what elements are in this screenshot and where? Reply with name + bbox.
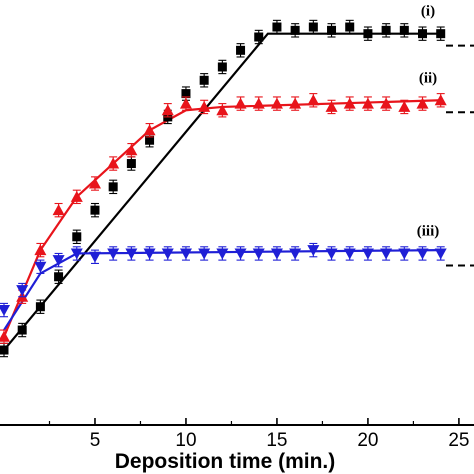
data-point — [126, 159, 136, 169]
x-tick-label: 15 — [266, 430, 287, 451]
data-point — [181, 89, 191, 99]
series-1: (i) — [0, 4, 474, 358]
data-point — [145, 135, 155, 145]
data-point — [0, 330, 10, 342]
data-point — [0, 305, 10, 317]
data-point — [70, 190, 83, 202]
x-tick-label: 5 — [90, 430, 101, 451]
series-label: (iii) — [417, 223, 440, 239]
data-point — [418, 29, 428, 39]
data-point — [198, 100, 211, 112]
data-point — [436, 29, 446, 39]
data-point — [234, 97, 247, 109]
data-point — [107, 157, 120, 169]
data-point — [143, 248, 156, 260]
data-point — [179, 248, 192, 260]
data-point — [88, 177, 101, 189]
data-point — [345, 22, 355, 32]
data-point — [254, 32, 264, 42]
data-point — [361, 97, 374, 109]
data-point — [35, 302, 45, 312]
data-point — [308, 22, 318, 32]
data-point — [179, 97, 192, 109]
data-point — [199, 75, 209, 85]
data-point — [108, 182, 118, 192]
data-point — [198, 248, 211, 260]
data-point — [34, 261, 47, 273]
data-point — [325, 100, 338, 112]
data-point — [343, 248, 356, 260]
x-tick-label: 25 — [448, 430, 469, 451]
fit-line-series-2 — [2, 99, 441, 338]
series-3: (iii) — [0, 223, 474, 318]
data-point — [16, 285, 29, 297]
data-point — [107, 248, 120, 260]
series-2: (ii) — [0, 70, 474, 344]
data-point — [398, 248, 411, 260]
data-point — [380, 97, 393, 109]
data-point — [272, 22, 282, 32]
data-point — [34, 244, 47, 256]
data-point — [216, 248, 229, 260]
data-point — [270, 248, 283, 260]
data-point — [416, 248, 429, 260]
x-tick-label: 20 — [357, 430, 378, 451]
plot-area: (i) (ii) (iii) — [0, 4, 474, 358]
data-point — [252, 248, 265, 260]
data-point — [307, 94, 320, 106]
data-point — [398, 100, 411, 112]
data-point — [434, 248, 447, 260]
data-point — [399, 25, 409, 35]
data-point — [290, 25, 300, 35]
x-tick-label: 10 — [175, 430, 196, 451]
data-point — [343, 97, 356, 109]
data-point — [270, 97, 283, 109]
data-point — [217, 62, 227, 72]
x-axis-title: Deposition time (min.) — [115, 450, 336, 473]
data-point — [52, 255, 65, 267]
data-point — [72, 232, 82, 242]
data-point — [0, 345, 9, 355]
fit-line-series-1 — [3, 32, 441, 351]
series-label: (i) — [421, 4, 435, 20]
data-point — [70, 248, 83, 260]
data-point — [289, 97, 302, 109]
x-axis: 5 10 15 20 25 — [0, 418, 474, 451]
data-point — [125, 248, 138, 260]
data-point — [289, 248, 302, 260]
data-point — [234, 248, 247, 260]
data-point — [88, 251, 101, 263]
fit-line-series-3 — [3, 249, 441, 331]
series-label: (ii) — [419, 70, 437, 86]
data-point — [143, 124, 156, 136]
data-point — [161, 104, 174, 116]
data-point — [125, 144, 138, 156]
data-point — [381, 25, 391, 35]
data-point — [52, 204, 65, 216]
data-point — [252, 97, 265, 109]
data-point — [361, 248, 374, 260]
data-point — [380, 248, 393, 260]
data-point — [327, 25, 337, 35]
data-point — [434, 94, 447, 106]
data-point — [325, 248, 338, 260]
data-point — [216, 104, 229, 116]
data-point — [236, 45, 246, 55]
data-point — [161, 248, 174, 260]
data-point — [17, 325, 27, 335]
data-point — [416, 97, 429, 109]
data-point — [54, 272, 64, 282]
data-point — [363, 29, 373, 39]
data-point — [307, 245, 320, 257]
data-point — [90, 205, 100, 215]
